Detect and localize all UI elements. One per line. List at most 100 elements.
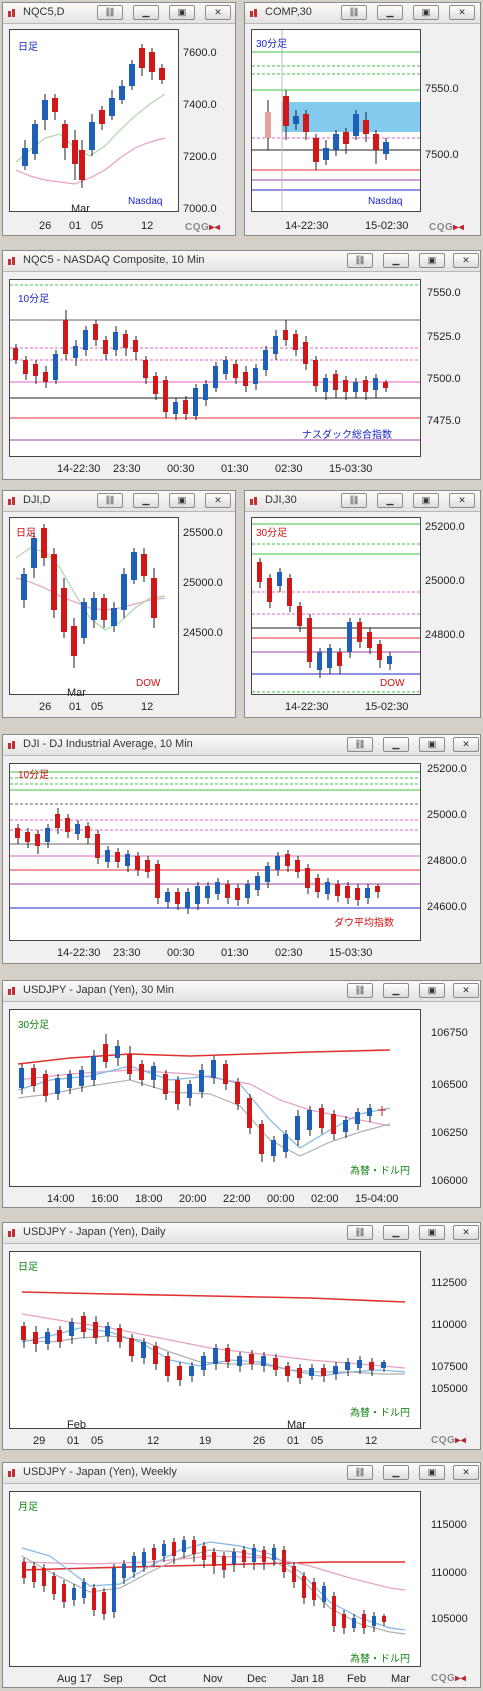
x-tick-label: 15-02:30 xyxy=(365,701,409,713)
close-button[interactable]: ✕ xyxy=(449,493,475,508)
minimize-button[interactable]: ▁ xyxy=(383,737,409,752)
instrument-label: DOW xyxy=(136,678,161,689)
window-titlebar[interactable]: USDJPY - Japan (Yen), Weekly ⛓ ▁ ▣ ✕ xyxy=(3,1463,480,1484)
restore-button[interactable]: ▣ xyxy=(169,5,195,20)
restore-button[interactable]: ▣ xyxy=(419,737,445,752)
chart-icon xyxy=(8,9,15,17)
minimize-button[interactable]: ▁ xyxy=(133,493,159,508)
minimize-button[interactable]: ▁ xyxy=(383,1225,409,1240)
window-title: USDJPY - Japan (Yen), Daily xyxy=(23,1226,166,1238)
y-tick-label: 24600.0 xyxy=(427,901,467,913)
restore-button[interactable]: ▣ xyxy=(419,253,445,268)
y-tick-label: 25200.0 xyxy=(427,763,467,775)
chart-window-usdjpy-30min[interactable]: USDJPY - Japan (Yen), 30 Min ⛓ ▁ ▣ ✕ xyxy=(2,980,481,1208)
y-tick-label: 106500 xyxy=(431,1079,468,1091)
window-title: USDJPY - Japan (Yen), 30 Min xyxy=(23,984,175,996)
window-titlebar[interactable]: DJI,30 ⛓ ▁ ▣ ✕ xyxy=(245,491,480,512)
close-button[interactable]: ✕ xyxy=(453,737,479,752)
close-button[interactable]: ✕ xyxy=(453,1465,479,1480)
y-tick-label: 7525.0 xyxy=(427,331,461,343)
price-plot[interactable]: 10分足 ダウ平均指数 xyxy=(9,763,421,941)
restore-button[interactable]: ▣ xyxy=(419,1225,445,1240)
x-tick-label: 12 xyxy=(365,1435,378,1447)
window-titlebar[interactable]: NQC5 - NASDAQ Composite, 10 Min ⛓ ▁ ▣ ✕ xyxy=(3,251,480,272)
minimize-button[interactable]: ▁ xyxy=(383,983,409,998)
candles xyxy=(22,44,165,188)
price-plot[interactable]: 日足 Nasdaq xyxy=(9,29,179,212)
window-titlebar[interactable]: DJI,D ⛓ ▁ ▣ ✕ xyxy=(3,491,235,512)
link-button[interactable]: ⛓ xyxy=(97,5,123,20)
x-tick-label: 14:00 xyxy=(47,1193,75,1205)
chart-window-nasdaq-10min[interactable]: NQC5 - NASDAQ Composite, 10 Min ⛓ ▁ ▣ ✕ xyxy=(2,250,481,480)
chart-window-dji-30min[interactable]: DJI,30 ⛓ ▁ ▣ ✕ xyxy=(244,490,481,718)
x-tick-label: 01 xyxy=(67,1435,80,1447)
y-tick-label: 107500 xyxy=(431,1361,468,1373)
price-plot[interactable]: 30分足 DOW xyxy=(251,517,421,695)
link-button[interactable]: ⛓ xyxy=(341,5,367,20)
y-tick-label: 105000 xyxy=(431,1383,468,1395)
ma-pink-line xyxy=(15,137,166,185)
window-titlebar[interactable]: USDJPY - Japan (Yen), Daily ⛓ ▁ ▣ ✕ xyxy=(3,1223,480,1244)
close-button[interactable]: ✕ xyxy=(453,253,479,268)
link-button[interactable]: ⛓ xyxy=(341,493,367,508)
window-titlebar[interactable]: NQC5,D ⛓ ▁ ▣ ✕ xyxy=(3,3,235,24)
candles xyxy=(22,1536,386,1634)
restore-button[interactable]: ▣ xyxy=(169,493,195,508)
chart-icon xyxy=(250,9,257,17)
chart-window-comp-30min[interactable]: COMP,30 ⛓ ▁ ▣ ✕ xyxy=(244,2,481,236)
window-title: NQC5 - NASDAQ Composite, 10 Min xyxy=(23,254,205,266)
link-button[interactable]: ⛓ xyxy=(347,253,373,268)
price-plot[interactable]: 日足 為替・ドル円 xyxy=(9,1251,421,1429)
link-button[interactable]: ⛓ xyxy=(347,1465,373,1480)
y-tick-label: 112500 xyxy=(431,1277,467,1289)
chart-window-dji-10min[interactable]: DJI - DJ Industrial Average, 10 Min ⛓ ▁ … xyxy=(2,734,481,964)
chart-window-usdjpy-weekly[interactable]: USDJPY - Japan (Yen), Weekly ⛓ ▁ ▣ ✕ xyxy=(2,1462,481,1688)
price-plot[interactable]: 日足 DOW xyxy=(9,517,179,695)
price-plot[interactable]: 30分足 為替・ドル円 xyxy=(9,1009,421,1187)
link-button[interactable]: ⛓ xyxy=(347,983,373,998)
price-plot[interactable]: 10分足 ナスダック総合指数 xyxy=(9,279,421,457)
minimize-button[interactable]: ▁ xyxy=(133,5,159,20)
chart-window-usdjpy-daily[interactable]: USDJPY - Japan (Yen), Daily ⛓ ▁ ▣ ✕ xyxy=(2,1222,481,1450)
price-chart-svg xyxy=(252,30,420,211)
x-tick-label: 15-03:30 xyxy=(329,463,373,475)
x-month-label: Feb xyxy=(67,1419,86,1431)
minimize-button[interactable]: ▁ xyxy=(383,1465,409,1480)
price-plot[interactable]: 月足 為替・ドル円 xyxy=(9,1491,421,1667)
highlight-zone xyxy=(282,102,420,132)
price-plot[interactable]: 30分足 Nasdaq xyxy=(251,29,421,212)
window-titlebar[interactable]: USDJPY - Japan (Yen), 30 Min ⛓ ▁ ▣ ✕ xyxy=(3,981,480,1002)
restore-button[interactable]: ▣ xyxy=(413,5,439,20)
restore-button[interactable]: ▣ xyxy=(419,1465,445,1480)
window-title: USDJPY - Japan (Yen), Weekly xyxy=(23,1466,177,1478)
close-button[interactable]: ✕ xyxy=(449,5,475,20)
x-tick-label: Oct xyxy=(149,1673,167,1685)
window-titlebar[interactable]: DJI - DJ Industrial Average, 10 Min ⛓ ▁ … xyxy=(3,735,480,756)
close-button[interactable]: ✕ xyxy=(453,983,479,998)
chart-window-dji-daily[interactable]: DJI,D ⛓ ▁ ▣ ✕ xyxy=(2,490,236,718)
restore-button[interactable]: ▣ xyxy=(419,983,445,998)
ma-red-line xyxy=(21,1561,405,1571)
close-button[interactable]: ✕ xyxy=(453,1225,479,1240)
ma-gray-line xyxy=(17,1079,391,1157)
x-tick-label: 14-22:30 xyxy=(57,463,101,475)
link-button[interactable]: ⛓ xyxy=(347,1225,373,1240)
price-chart-svg xyxy=(17,1034,391,1162)
chart-icon xyxy=(8,741,15,749)
close-button[interactable]: ✕ xyxy=(205,5,231,20)
minimize-button[interactable]: ▁ xyxy=(377,493,403,508)
x-tick-label: 26 xyxy=(39,220,52,232)
minimize-button[interactable]: ▁ xyxy=(383,253,409,268)
price-chart-svg xyxy=(21,1536,406,1635)
minimize-button[interactable]: ▁ xyxy=(377,5,403,20)
timeframe-label: 30分足 xyxy=(256,39,288,50)
close-button[interactable]: ✕ xyxy=(205,493,231,508)
y-tick-label: 7550.0 xyxy=(427,287,461,299)
window-titlebar[interactable]: COMP,30 ⛓ ▁ ▣ ✕ xyxy=(245,3,480,24)
window-title: NQC5,D xyxy=(23,6,65,18)
chart-window-nqc5-daily[interactable]: NQC5,D ⛓ ▁ ▣ ✕ xyxy=(2,2,236,236)
instrument-label: 為替・ドル円 xyxy=(350,1654,410,1665)
restore-button[interactable]: ▣ xyxy=(413,493,439,508)
link-button[interactable]: ⛓ xyxy=(347,737,373,752)
link-button[interactable]: ⛓ xyxy=(97,493,123,508)
